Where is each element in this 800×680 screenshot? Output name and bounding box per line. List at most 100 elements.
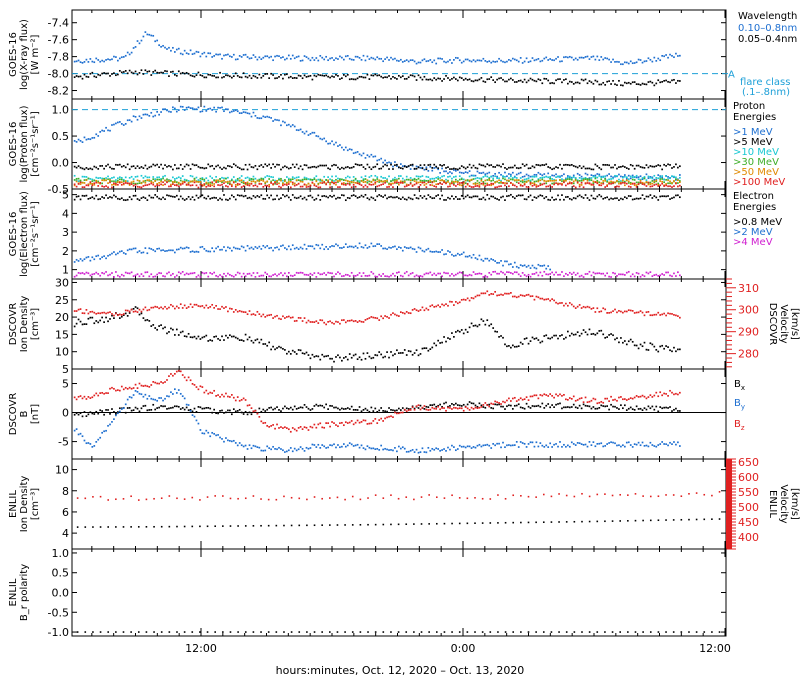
data-point — [376, 185, 379, 188]
data-point — [427, 349, 430, 352]
data-point — [140, 117, 143, 119]
data-point — [183, 304, 186, 307]
data-point — [388, 317, 390, 319]
data-point — [401, 249, 404, 252]
data-point — [515, 179, 518, 181]
data-point — [97, 254, 100, 257]
data-point — [486, 319, 489, 322]
data-point — [205, 167, 208, 169]
y-tick-label: 30 — [55, 276, 69, 289]
data-point — [504, 292, 506, 295]
data-point — [437, 339, 440, 342]
data-point — [238, 272, 241, 275]
data-point — [215, 53, 217, 56]
data-point — [496, 175, 498, 178]
data-point — [370, 74, 373, 77]
data-point — [305, 184, 308, 186]
data-point — [154, 185, 157, 188]
data-point — [557, 403, 559, 405]
data-point — [594, 333, 597, 336]
data-point — [519, 177, 522, 179]
data-point — [160, 306, 162, 309]
data-point — [203, 248, 206, 250]
right-tick-label: 280 — [738, 348, 759, 361]
data-point — [394, 196, 396, 199]
data-point — [517, 167, 520, 170]
data-point — [468, 273, 471, 276]
data-point — [166, 178, 168, 181]
data-point — [207, 250, 210, 253]
data-point — [502, 294, 504, 296]
data-point — [327, 176, 329, 178]
data-point — [675, 275, 677, 277]
data-point — [289, 167, 292, 169]
data-point — [435, 183, 438, 186]
data-point — [234, 58, 237, 61]
data-point — [311, 245, 314, 248]
data-point — [492, 182, 495, 185]
data-point — [331, 444, 333, 447]
data-point — [633, 184, 636, 187]
data-point — [537, 195, 540, 198]
data-point — [515, 173, 518, 176]
data-point — [443, 304, 445, 307]
data-point — [124, 176, 127, 179]
data-point — [431, 177, 434, 180]
data-point — [350, 319, 353, 322]
data-point — [529, 77, 532, 80]
data-point — [205, 304, 208, 307]
data-point — [150, 273, 153, 276]
data-point — [305, 164, 308, 167]
data-point — [303, 132, 306, 135]
data-point — [464, 274, 467, 277]
data-point — [663, 181, 665, 184]
data-point — [663, 406, 665, 409]
data-point — [244, 333, 247, 336]
data-point — [451, 182, 453, 185]
data-point — [303, 164, 306, 166]
data-point — [645, 164, 648, 166]
data-point — [183, 178, 186, 181]
data-point — [248, 57, 251, 60]
data-point — [541, 174, 544, 177]
data-point — [337, 354, 339, 357]
data-point — [388, 75, 390, 77]
data-point — [576, 195, 579, 198]
data-point — [115, 179, 117, 181]
data-point — [238, 248, 241, 250]
data-point — [156, 407, 159, 409]
data-point — [511, 166, 514, 169]
data-point — [441, 183, 443, 185]
data-point — [608, 173, 610, 175]
data-point — [260, 449, 263, 452]
data-point — [113, 176, 115, 179]
data-point — [506, 168, 508, 170]
data-point — [614, 164, 616, 166]
data-point — [608, 312, 610, 314]
data-point — [134, 167, 137, 170]
data-point — [177, 248, 180, 251]
data-point — [227, 165, 229, 167]
data-point — [551, 174, 553, 177]
data-point — [160, 397, 162, 399]
data-point — [610, 403, 612, 406]
data-point — [458, 76, 461, 79]
data-point — [122, 199, 125, 201]
data-point — [427, 164, 430, 166]
data-point — [474, 177, 477, 180]
data-point — [286, 407, 288, 410]
data-point — [134, 194, 137, 197]
data-point — [405, 247, 408, 249]
data-point — [641, 82, 644, 85]
data-point — [549, 184, 552, 187]
data-point — [321, 273, 324, 276]
data-point — [388, 407, 390, 409]
data-point — [598, 83, 601, 86]
data-point — [203, 183, 206, 185]
data-point — [79, 308, 82, 310]
data-point — [531, 405, 534, 407]
data-point — [608, 181, 610, 184]
data-point — [643, 167, 646, 169]
data-point — [645, 271, 648, 274]
